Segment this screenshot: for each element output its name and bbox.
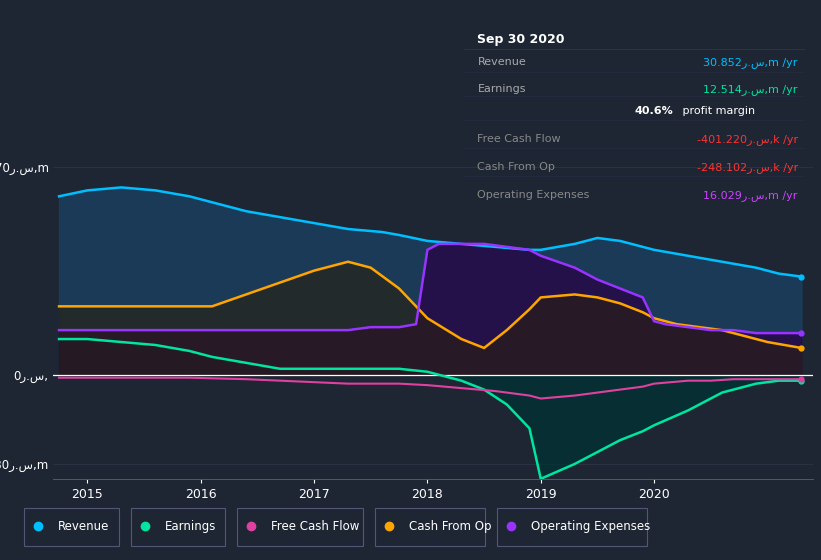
Text: Earnings: Earnings: [164, 520, 216, 533]
Text: profit margin: profit margin: [678, 106, 754, 116]
Text: 16.029ر.س,m /yr: 16.029ر.س,m /yr: [704, 190, 798, 200]
Text: Cash From Op: Cash From Op: [409, 520, 492, 533]
Text: Cash From Op: Cash From Op: [478, 162, 555, 172]
Text: Earnings: Earnings: [478, 85, 526, 95]
Text: Free Cash Flow: Free Cash Flow: [478, 134, 561, 144]
Text: Sep 30 2020: Sep 30 2020: [478, 32, 565, 46]
Text: 30.852ر.س,m /yr: 30.852ر.س,m /yr: [704, 57, 798, 68]
Text: 12.514ر.س,m /yr: 12.514ر.س,m /yr: [704, 85, 798, 95]
Text: 40.6%: 40.6%: [635, 106, 673, 116]
Text: Free Cash Flow: Free Cash Flow: [271, 520, 360, 533]
Text: Operating Expenses: Operating Expenses: [531, 520, 650, 533]
Text: Operating Expenses: Operating Expenses: [478, 190, 589, 200]
Text: Revenue: Revenue: [478, 57, 526, 67]
Text: Revenue: Revenue: [58, 520, 109, 533]
Text: -248.102ر.س,k /yr: -248.102ر.س,k /yr: [696, 162, 798, 173]
Text: -401.220ر.س,k /yr: -401.220ر.س,k /yr: [697, 134, 798, 145]
